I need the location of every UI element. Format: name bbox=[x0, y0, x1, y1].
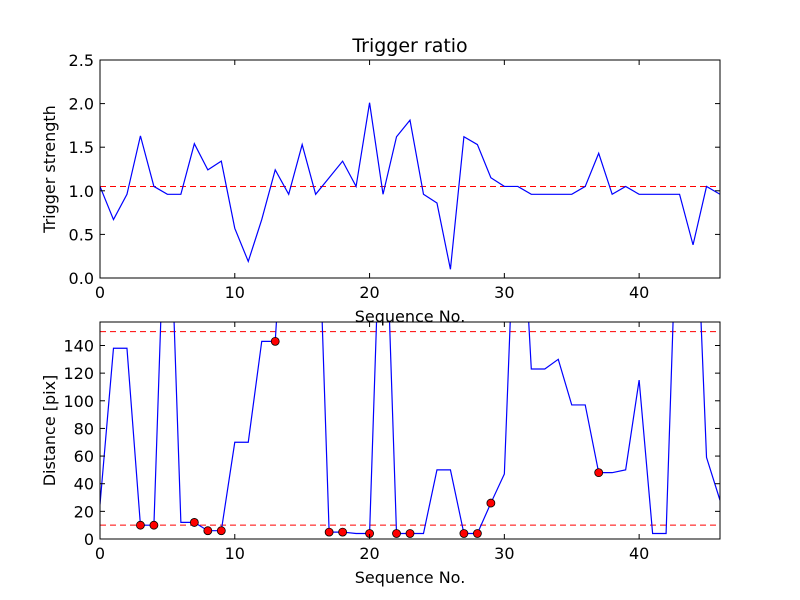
x-tick-label: 0 bbox=[95, 283, 105, 302]
y-tick-label: 2.5 bbox=[69, 51, 94, 70]
x-tick-label: 30 bbox=[494, 544, 514, 563]
data-point bbox=[270, 336, 280, 346]
y-tick-label: 100 bbox=[63, 392, 94, 411]
x-tick-label: 10 bbox=[225, 283, 245, 302]
x-axis-label: Sequence No. bbox=[355, 568, 466, 587]
data-point bbox=[136, 520, 145, 530]
y-tick-label: 60 bbox=[74, 447, 94, 466]
data-point bbox=[486, 498, 496, 508]
data-point bbox=[459, 529, 469, 538]
y-tick-label: 80 bbox=[74, 419, 94, 438]
y-tick-label: 0 bbox=[84, 530, 94, 549]
y-tick-label: 140 bbox=[63, 336, 94, 355]
y-tick-label: 1.0 bbox=[69, 182, 94, 201]
chart-title: Trigger ratio bbox=[351, 35, 467, 57]
x-axis-label: Sequence No. bbox=[355, 307, 466, 326]
y-tick-label: 120 bbox=[63, 364, 94, 383]
x-tick-label: 40 bbox=[629, 544, 649, 563]
data-point bbox=[392, 529, 401, 538]
data-point bbox=[324, 527, 334, 537]
x-tick-label: 20 bbox=[359, 544, 379, 563]
y-axis-label: Trigger strength bbox=[40, 105, 59, 234]
y-tick-label: 0.5 bbox=[69, 225, 94, 244]
axes-frame bbox=[99, 321, 721, 540]
data-point bbox=[216, 526, 226, 536]
series-line bbox=[100, 102, 720, 270]
x-tick-label: 20 bbox=[359, 283, 379, 302]
data-point bbox=[203, 526, 213, 536]
bottom-chart-distance: 0 10 20 30 40 0 20 40 60 80 100 120 140 Sequence No. D… bbox=[40, 321, 721, 587]
y-tick-label: 40 bbox=[74, 475, 94, 494]
axes-frame bbox=[99, 59, 721, 279]
plot-area bbox=[100, 322, 720, 538]
series-line bbox=[100, 322, 720, 535]
y-tick-label: 2.0 bbox=[69, 95, 94, 114]
y-tick-label: 0.0 bbox=[69, 269, 94, 288]
plot-area bbox=[100, 102, 720, 270]
x-tick-label: 0 bbox=[95, 544, 105, 563]
data-point bbox=[149, 520, 159, 530]
data-point bbox=[594, 468, 604, 478]
top-chart-trigger-ratio: 0 10 20 30 40 0.0 0.5 1.0 1.5 2.0 2.5 Trigger ratio… bbox=[40, 35, 721, 326]
x-tick-label: 10 bbox=[225, 544, 245, 563]
x-tick-label: 40 bbox=[629, 283, 649, 302]
data-point bbox=[405, 529, 415, 538]
y-tick-label: 1.5 bbox=[69, 138, 94, 157]
data-point bbox=[189, 518, 199, 527]
x-tick-label: 30 bbox=[494, 283, 514, 302]
y-axis-label: Distance [pix] bbox=[40, 375, 59, 487]
marker-series bbox=[136, 336, 604, 538]
data-point bbox=[472, 529, 482, 538]
data-point bbox=[338, 527, 348, 537]
y-tick-label: 20 bbox=[74, 502, 94, 521]
